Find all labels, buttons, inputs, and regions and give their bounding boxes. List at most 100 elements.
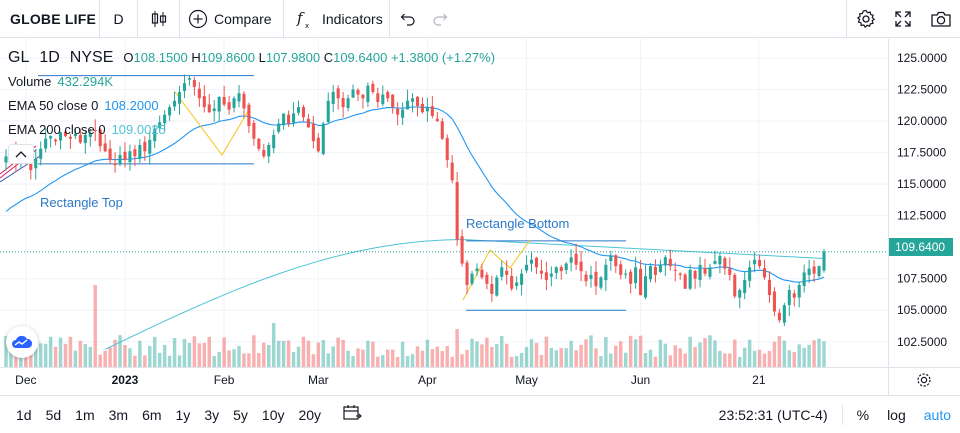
log-toggle[interactable]: log xyxy=(887,406,906,423)
volume-bar xyxy=(742,347,747,367)
close-value: 109.6400 xyxy=(333,50,388,65)
candle-body xyxy=(510,276,514,289)
candle-body xyxy=(807,268,811,276)
low-label: L xyxy=(258,50,266,65)
volume-bar xyxy=(98,354,102,367)
candle-body xyxy=(410,98,415,102)
volume-bar xyxy=(58,337,63,367)
indicators-label: Indicators xyxy=(322,10,383,27)
ema200-label: EMA 200 close 0 xyxy=(8,122,106,137)
rectangle-top-label[interactable]: Rectangle Top xyxy=(40,195,123,210)
volume-bar xyxy=(609,353,613,367)
chart-type-button[interactable] xyxy=(138,0,180,38)
range-button-5d[interactable]: 5d xyxy=(45,406,62,423)
settings-button[interactable] xyxy=(846,0,884,38)
indicators-button[interactable]: f x Indicators xyxy=(284,0,390,38)
fullscreen-button[interactable] xyxy=(884,0,922,38)
volume-bar xyxy=(802,347,806,367)
time-axis-settings-icon[interactable] xyxy=(917,373,931,387)
volume-bar xyxy=(594,348,598,367)
candle-body xyxy=(698,264,702,280)
symbol-search-button[interactable]: GLOBE LIFE xyxy=(0,0,100,38)
candle-body xyxy=(336,88,340,99)
date-range-button[interactable] xyxy=(342,404,362,425)
volume-bar xyxy=(222,337,226,367)
range-button-1y[interactable]: 1y xyxy=(175,406,191,423)
legend-volume-row[interactable]: Volume 432.294K xyxy=(8,70,495,94)
clock-display[interactable]: 23:52:31 (UTC-4) xyxy=(718,406,828,423)
candle-body xyxy=(158,122,162,129)
volume-bar xyxy=(460,354,464,367)
volume-bar xyxy=(93,285,97,367)
candle-body xyxy=(435,118,439,121)
volume-bar xyxy=(589,335,593,367)
auto-toggle[interactable]: auto xyxy=(923,406,951,423)
range-button-10y[interactable]: 10y xyxy=(261,406,285,423)
candle-body xyxy=(599,277,603,288)
redo-icon[interactable] xyxy=(432,12,450,26)
range-button-1d[interactable]: 1d xyxy=(16,406,32,423)
candle-body xyxy=(386,92,390,99)
volume-bar xyxy=(103,350,107,367)
change-value: +1.3800 (+1.27%) xyxy=(390,50,496,65)
range-button-5y[interactable]: 5y xyxy=(233,406,248,423)
screenshot-button[interactable] xyxy=(922,0,960,38)
range-button-3m[interactable]: 3m xyxy=(108,406,129,423)
volume-bar xyxy=(296,346,301,367)
volume-bar xyxy=(138,340,142,367)
volume-bar xyxy=(242,353,246,367)
volume-bar xyxy=(653,356,658,367)
legend-ema200-row[interactable]: EMA 200 close 0 109.0025 xyxy=(8,118,495,142)
candle-body xyxy=(569,257,573,263)
price-tick-label: 105.0000 xyxy=(897,303,947,317)
volume-bar xyxy=(509,356,514,367)
candle-body xyxy=(396,108,400,115)
candle-body xyxy=(485,274,489,284)
tradingview-logo-button[interactable] xyxy=(6,326,38,358)
candle-body xyxy=(817,266,821,276)
price-tick-label: 122.5000 xyxy=(897,82,947,96)
range-button-3y[interactable]: 3y xyxy=(204,406,220,423)
candle-body xyxy=(440,121,444,139)
plus-circle-icon xyxy=(188,9,208,28)
percent-toggle[interactable]: % xyxy=(856,406,870,423)
volume-bar xyxy=(534,342,539,367)
volume-bar xyxy=(470,338,474,367)
volume-bar xyxy=(668,355,673,367)
volume-bar xyxy=(633,339,638,367)
volume-bar xyxy=(167,355,172,367)
volume-bar xyxy=(619,341,623,367)
legend-main-row: GL 1D NYSE O108.1500 H109.8600 L107.9800… xyxy=(8,46,495,70)
camera-icon xyxy=(931,11,951,27)
time-tick-label: Jun xyxy=(631,373,650,387)
candle-body xyxy=(202,96,206,108)
candle-body xyxy=(534,257,538,268)
range-button-20y[interactable]: 20y xyxy=(298,406,322,423)
chart-legend: GL 1D NYSE O108.1500 H109.8600 L107.9800… xyxy=(8,46,495,164)
candle-body xyxy=(470,273,474,284)
interval-button[interactable]: D xyxy=(100,0,138,38)
volume-bar xyxy=(351,355,355,367)
range-button-6m[interactable]: 6m xyxy=(142,406,162,423)
volume-bar xyxy=(182,339,187,367)
undo-icon[interactable] xyxy=(398,12,416,26)
candle-body xyxy=(609,255,613,262)
legend-ema50-row[interactable]: EMA 50 close 0 108.2000 xyxy=(8,94,495,118)
volume-bar xyxy=(311,354,316,367)
range-button-1m[interactable]: 1m xyxy=(75,406,95,423)
compare-button[interactable]: Compare xyxy=(180,0,284,38)
rectangle-bottom-label[interactable]: Rectangle Bottom xyxy=(466,216,570,231)
volume-bar xyxy=(683,353,687,367)
volume-bar xyxy=(604,337,608,367)
candle-body xyxy=(192,80,196,87)
candle-body xyxy=(703,268,707,274)
volume-bar xyxy=(599,356,603,367)
candle-body xyxy=(187,78,191,80)
candle-body xyxy=(758,260,762,267)
volume-bar xyxy=(217,351,221,367)
volume-bar xyxy=(752,350,757,367)
candle-body xyxy=(306,118,310,128)
time-tick-label: May xyxy=(515,373,538,387)
price-chart[interactable]: 125.0000 122.5000 120.0000 117.5000 115.0000… xyxy=(0,38,960,396)
legend-collapse-button[interactable] xyxy=(8,144,34,164)
